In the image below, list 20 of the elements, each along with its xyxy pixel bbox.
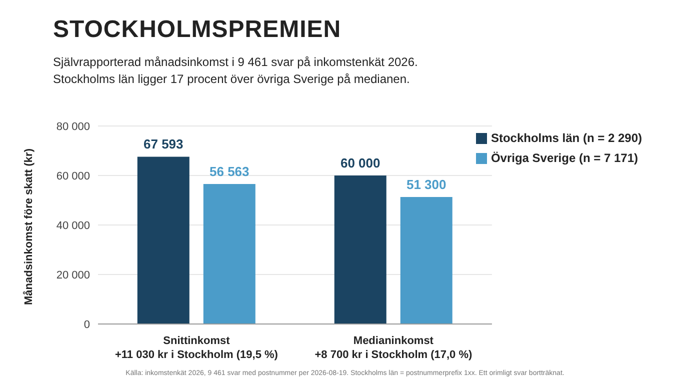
y-axis-title: Månadsinkomst före skatt (kr) <box>22 148 35 305</box>
data-label: 56 563 <box>210 164 250 180</box>
y-tick-label: 40 000 <box>56 220 90 232</box>
data-label: 51 300 <box>406 177 446 192</box>
chart-title: STOCKHOLMSPREMIEN <box>53 16 342 44</box>
bar <box>137 156 190 324</box>
data-label: 60 000 <box>340 156 380 170</box>
bar <box>400 197 452 324</box>
y-tick-label: 0 <box>84 318 90 331</box>
legend-label: Övriga Sverige (n = 7 171) <box>490 151 638 165</box>
bar <box>334 176 386 324</box>
y-tick-label: 80 000 <box>56 120 90 133</box>
y-tick-label: 20 000 <box>56 269 90 282</box>
y-tick-label: 60 000 <box>56 170 90 182</box>
chart-subtitle: Självrapporterad månadsinkomst i 9 461 svar på inkomstenkät 2026. Stockholms län ligger 17 procent över övriga Sverige på medianen. <box>53 54 418 88</box>
data-label: 67 593 <box>144 136 184 152</box>
x-tick-label: Snittinkomst +11 030 kr i Stockholm (19,5 %) <box>115 335 278 361</box>
x-tick-label: Medianinkomst +8 700 kr i Stockholm (17,0 %) <box>314 335 473 361</box>
bar <box>203 184 256 324</box>
legend-label: Stockholms län (n = 2 290) <box>490 131 642 145</box>
